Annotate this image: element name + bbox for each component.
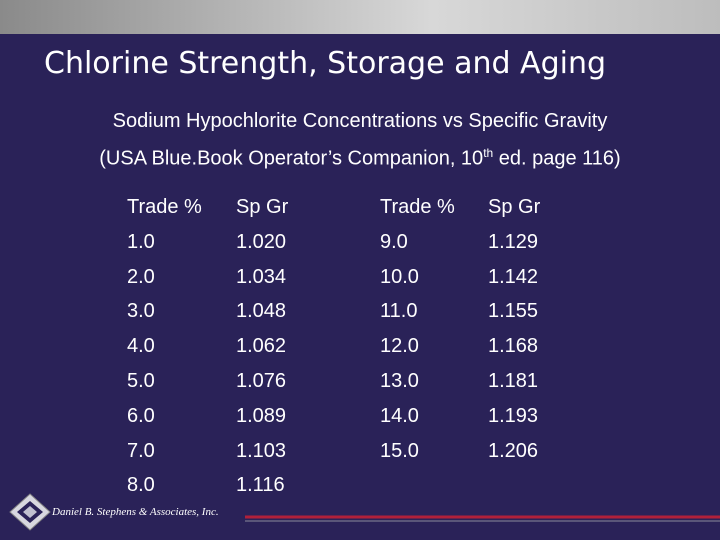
column-header: Sp Gr: [488, 196, 541, 218]
title: Chlorine Strength, Storage and Aging: [44, 46, 607, 81]
subtitle-text: (USA Blue.Book Operator’s Companion, 10: [99, 147, 484, 170]
table-cell: 1.193: [488, 404, 539, 427]
table-cell: 3.0: [127, 300, 155, 323]
table-cell: 10.0: [380, 265, 419, 288]
table-cell: 6.0: [127, 404, 155, 427]
table-cell: 11.0: [380, 300, 418, 323]
logo: [9, 493, 51, 531]
table-cell: 1.206: [488, 439, 539, 462]
column-header: Trade %: [127, 196, 202, 218]
subtitle: (USA Blue.Book Operator’s Companion, 10t…: [0, 146, 720, 171]
table-cell: 7.0: [127, 439, 155, 462]
superscript: th: [483, 146, 494, 160]
subtitle-text: ed. page 116): [493, 147, 621, 170]
table-cell: 9.0: [380, 230, 408, 253]
table-cell: 12.0: [380, 335, 419, 358]
footer-company: Daniel B. Stephens & Associates, Inc.: [52, 506, 219, 518]
table-cell: 1.020: [236, 230, 287, 253]
column-header: Sp Gr: [236, 196, 289, 218]
table-cell: 8.0: [127, 474, 155, 497]
table-cell: 1.034: [236, 265, 287, 288]
subtitle: Sodium Hypochlorite Concentrations vs Sp…: [112, 110, 608, 132]
table-cell: 13.0: [380, 370, 419, 392]
table-cell: 5.0: [127, 370, 155, 392]
footer-graphics: [9, 493, 720, 531]
table-cell: 1.089: [236, 404, 287, 427]
table-cell: 1.155: [488, 300, 539, 323]
table-cell: 1.142: [488, 265, 539, 288]
table-cell: 1.062: [236, 335, 287, 358]
table-cell: 1.181: [488, 370, 539, 392]
table-cell: 1.076: [236, 370, 287, 392]
table-cell: 1.129: [488, 230, 539, 253]
table-cell: 14.0: [380, 404, 419, 427]
table-cell: 1.048: [236, 300, 287, 323]
table-cell: 15.0: [380, 439, 419, 462]
table-cell: 1.103: [236, 439, 287, 462]
column-header: Trade %: [380, 196, 455, 218]
table-cell: 1.116: [236, 474, 285, 497]
banner: [0, 0, 720, 34]
table-cell: 1.168: [488, 335, 539, 358]
table-cell: 2.0: [127, 265, 155, 288]
table-cell: 1.0: [127, 230, 155, 253]
table-cell: 4.0: [127, 335, 155, 358]
